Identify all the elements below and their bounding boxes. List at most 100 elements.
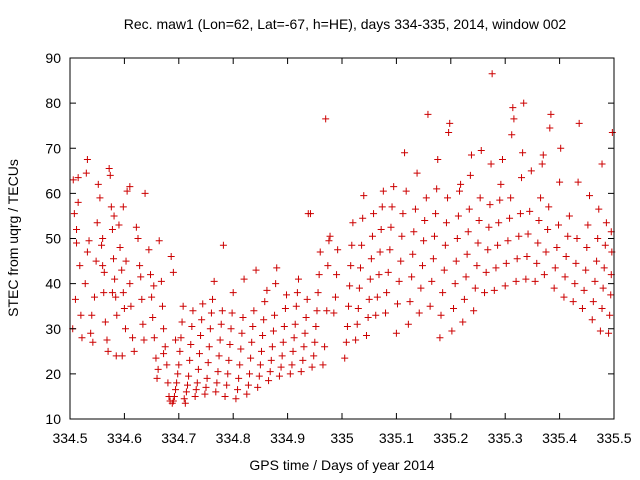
data-point <box>110 212 118 220</box>
data-point <box>210 277 218 285</box>
data-point <box>172 386 180 394</box>
data-point <box>572 259 580 267</box>
data-point <box>599 284 607 292</box>
data-point <box>502 259 510 267</box>
data-point <box>387 223 395 231</box>
data-point <box>571 280 579 288</box>
data-point <box>370 210 378 218</box>
data-point <box>116 244 124 252</box>
data-point <box>299 356 307 364</box>
data-point <box>179 302 187 310</box>
data-point <box>349 219 357 227</box>
data-point <box>154 365 162 373</box>
data-point <box>115 221 123 229</box>
data-point <box>77 311 85 319</box>
data-point <box>300 343 308 351</box>
data-point <box>379 187 387 195</box>
data-point <box>354 304 362 312</box>
data-point <box>556 178 564 186</box>
data-point <box>191 392 199 400</box>
data-point <box>324 262 332 270</box>
data-point <box>594 235 602 242</box>
data-point <box>290 334 298 342</box>
data-point <box>205 343 213 351</box>
data-point <box>199 300 207 308</box>
data-point <box>424 110 432 118</box>
data-point <box>180 395 188 403</box>
data-point <box>266 368 274 376</box>
data-point <box>520 99 528 107</box>
data-point <box>157 277 165 285</box>
data-point <box>377 225 385 233</box>
data-point <box>488 70 496 78</box>
data-point <box>399 210 407 218</box>
data-point <box>486 201 494 209</box>
data-point <box>267 356 275 364</box>
data-point <box>582 266 590 274</box>
data-point <box>397 257 405 265</box>
data-point <box>315 271 323 279</box>
data-point <box>490 286 498 294</box>
y-tick-label: 60 <box>45 185 61 201</box>
data-point <box>160 325 168 333</box>
data-point <box>118 266 126 274</box>
data-point <box>177 334 185 342</box>
data-point <box>601 241 609 249</box>
data-point <box>446 119 454 127</box>
data-point <box>221 392 229 400</box>
data-point <box>213 379 221 387</box>
y-tick-label: 40 <box>45 276 61 292</box>
x-tick-label: 334.5 <box>52 430 87 446</box>
data-point <box>598 304 606 312</box>
data-point <box>395 277 403 285</box>
data-point <box>409 250 417 258</box>
data-point <box>506 214 514 222</box>
data-point <box>460 295 468 303</box>
data-point <box>138 295 146 303</box>
data-point <box>268 343 276 351</box>
data-point <box>533 259 541 267</box>
data-point <box>578 304 586 312</box>
data-point <box>204 359 212 367</box>
data-point <box>451 280 459 288</box>
data-point <box>173 379 181 387</box>
data-point <box>201 390 209 398</box>
data-point <box>256 361 264 369</box>
data-point <box>78 334 86 342</box>
data-point <box>462 273 470 281</box>
data-point <box>302 313 310 321</box>
data-point <box>504 237 512 245</box>
data-point <box>444 194 452 202</box>
data-point <box>219 241 227 249</box>
data-point <box>417 284 425 292</box>
data-point <box>161 343 169 351</box>
data-point <box>186 356 194 364</box>
data-point <box>249 322 257 330</box>
y-tick-label: 90 <box>45 50 61 66</box>
x-tick-label: 335 <box>330 430 354 446</box>
data-point <box>588 316 596 324</box>
data-point <box>252 266 260 274</box>
data-point <box>330 309 338 317</box>
data-point <box>312 322 320 330</box>
data-point <box>176 347 184 355</box>
data-point <box>137 273 145 281</box>
data-point <box>366 275 374 283</box>
data-point <box>127 302 135 310</box>
data-point <box>518 174 526 182</box>
data-point <box>187 341 195 349</box>
y-tick-label: 30 <box>45 321 61 337</box>
data-point <box>105 165 113 173</box>
data-point <box>356 264 364 272</box>
data-point <box>467 151 475 159</box>
data-point <box>247 354 255 362</box>
data-point <box>498 156 506 164</box>
data-point <box>527 167 535 175</box>
data-point <box>303 295 311 303</box>
data-point <box>348 241 356 249</box>
data-point <box>323 307 331 315</box>
data-point <box>513 255 521 263</box>
data-point <box>134 235 142 242</box>
data-point <box>313 307 321 315</box>
